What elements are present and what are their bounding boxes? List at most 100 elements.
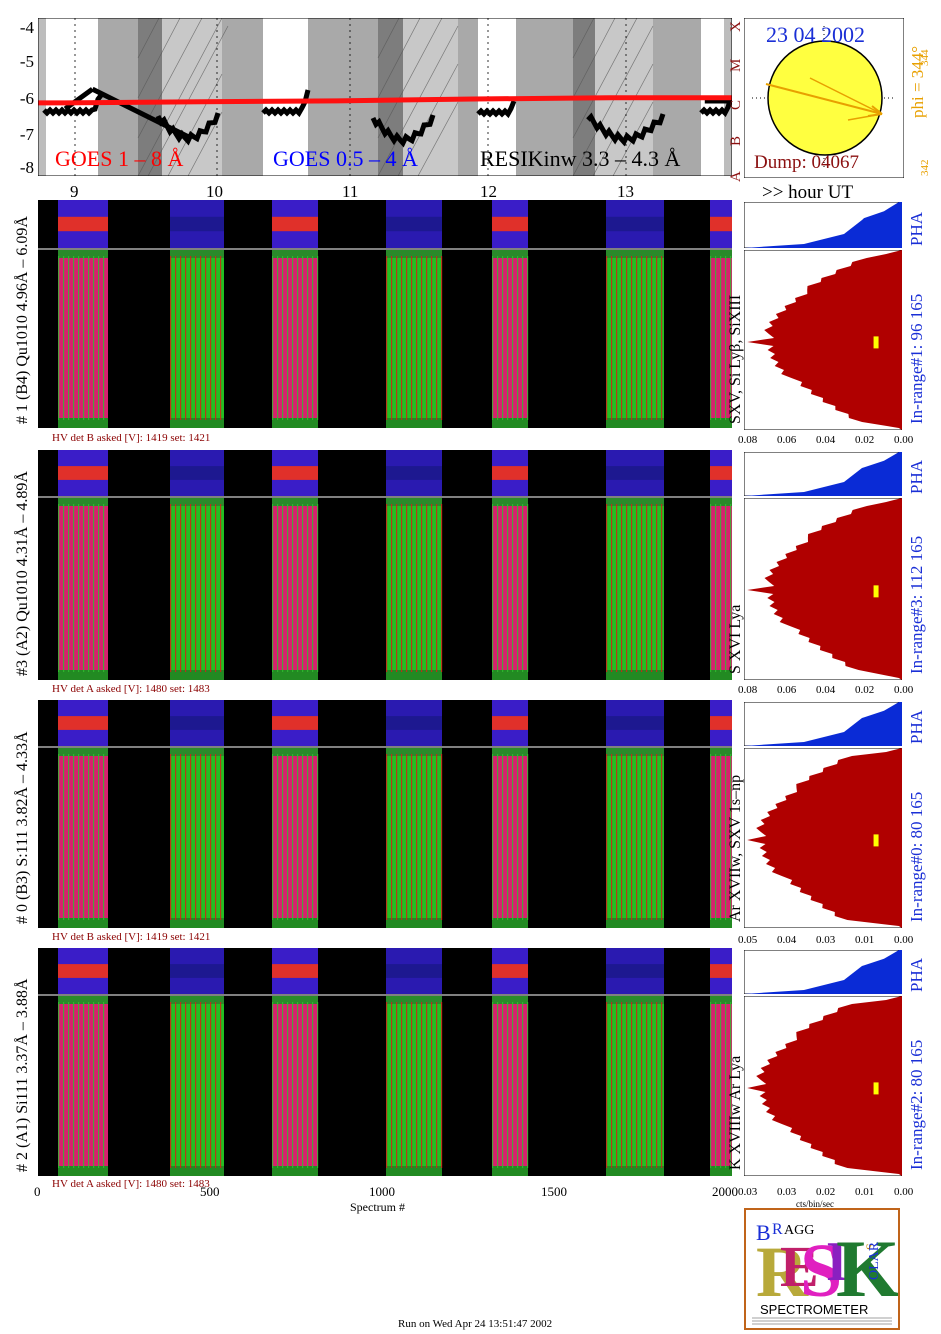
class-x-label: X (728, 21, 744, 32)
resik-series-segment (476, 100, 517, 119)
pha-label: PHA (907, 957, 926, 992)
svg-text:K: K (836, 1223, 898, 1314)
goes-ytick: -5 (19, 52, 34, 71)
spectrogram-image (38, 700, 740, 928)
goes-chart (37, 17, 734, 177)
class-a-label: A (728, 171, 744, 182)
svg-text:R: R (772, 1221, 783, 1238)
detector-label: #3 (A2) Qu1010 4.31Å – 4.89Å (14, 471, 31, 676)
line-identification: SXV, Si Lyβ, SiXIII (727, 294, 744, 424)
hist-tick: 0.05 (738, 934, 758, 946)
svg-text:R: R (756, 1232, 809, 1312)
pha-histogram (743, 201, 903, 249)
in-range-marker (873, 585, 879, 598)
goes-ytick: -6 (19, 89, 34, 108)
hist-tick: 0.03 (738, 1186, 758, 1198)
hist-tick: 0.01 (855, 934, 875, 946)
resik-series-segment (370, 114, 436, 148)
line-identification: K XVIIIw Ar Lya (727, 1055, 744, 1170)
svg-text:B: B (756, 1220, 771, 1245)
detector-panel (38, 700, 740, 928)
line-identification: Ar XVIIw, SXV 1s–np (727, 774, 744, 922)
hist-tick: 0.04 (816, 434, 836, 446)
sun-date: 23 04 2002 (766, 22, 865, 47)
in-range-label: In-range#0: 80 165 (907, 791, 926, 922)
counts-histogram (743, 249, 903, 431)
hour-label: 10 (206, 182, 223, 201)
in-range-marker (873, 1082, 879, 1095)
spectrum-axis-title: Spectrum # (350, 1200, 405, 1214)
detector-label: # 1 (B4) Qu1010 4.96Å – 6.09Å (14, 216, 31, 424)
hist-tick: 0.08 (738, 434, 758, 446)
pha-histogram-area (744, 950, 902, 994)
pha-histogram (743, 949, 903, 995)
hist-tick: 0.06 (777, 684, 797, 696)
hist-tick: 0.02 (816, 1186, 836, 1198)
in-range-marker (873, 834, 879, 847)
logo-caption: SPECTROMETER (760, 1302, 869, 1317)
counts-histogram-area (747, 250, 902, 430)
hist-tick: 0.00 (894, 684, 914, 696)
resik-flux-curve (42, 86, 734, 148)
counts-histogram-area (747, 498, 902, 680)
line-identification: S XVI Lya (727, 604, 744, 674)
detector-panel (38, 948, 740, 1176)
goes-label-black: RESIKinw 3.3 – 4.3 Å (480, 146, 681, 171)
hist-tick: 0.00 (894, 434, 914, 446)
goes-ytick: -8 (19, 158, 34, 177)
hist-tick: 0.03 (816, 934, 836, 946)
detector-label: # 0 (B3) S:111 3.82Å – 4.33Å (14, 731, 31, 924)
detector-panel (38, 200, 740, 428)
in-range-label: In-range#3: 112 165 (907, 535, 926, 674)
resik-series-segment (63, 87, 94, 111)
counts-histogram-area (747, 996, 902, 1176)
hist-tick: 0.00 (894, 1186, 914, 1198)
hour-label: 13 (617, 182, 634, 201)
sun-disk-plot (743, 17, 905, 179)
spectrum-tick: 2000 (712, 1184, 738, 1199)
hist-axis-title: cts/bin/sec (796, 1199, 834, 1209)
logo-graphic: R E S I K B R AGG S OLAR (752, 1220, 898, 1325)
resik-series-segment (261, 89, 311, 118)
svg-text:S: S (800, 1229, 842, 1313)
resik-series-segment (586, 112, 666, 147)
in-range-label: In-range#2: 80 165 (907, 1039, 926, 1170)
goes-plot (37, 17, 734, 177)
goes-series-line (37, 95, 733, 106)
hv-status: HV det B asked [V]: 1419 set: 1421 (52, 432, 211, 444)
hist-tick: 0.06 (777, 434, 797, 446)
goes-ytick: -7 (19, 125, 34, 144)
spectrogram-image (38, 450, 740, 680)
dump-number: Dump: 04067 (754, 152, 860, 173)
goes-ytick: -4 (19, 18, 34, 37)
hv-status: HV det A asked [V]: 1480 set: 1483 (52, 1178, 210, 1190)
class-b-label: B (728, 135, 744, 146)
svg-text:S: S (863, 1243, 877, 1250)
spectrum-tick: 500 (200, 1184, 220, 1199)
run-timestamp: Run on Wed Apr 24 13:51:47 2002 (398, 1318, 553, 1330)
spectrum-tick: 1000 (369, 1184, 395, 1199)
spectrogram-image (38, 200, 740, 428)
hist-tick: 0.02 (855, 434, 875, 446)
hist-tick: 0.04 (816, 684, 836, 696)
phi-bottom-value: 342 (919, 159, 931, 177)
hist-tick: 0.04 (777, 934, 797, 946)
hist-tick: 0.08 (738, 684, 758, 696)
counts-histogram (743, 497, 903, 681)
svg-text:OLAR: OLAR (867, 1241, 882, 1280)
sun-disk (767, 40, 883, 156)
class-c-label: C (728, 99, 744, 110)
phi-top-value: 344 (919, 49, 931, 67)
hv-status: HV det B asked [V]: 1419 set: 1421 (52, 931, 211, 943)
goes-label-red: GOES 1 – 8 Å (55, 146, 184, 171)
hist-tick: 0.01 (855, 1186, 875, 1198)
goes-class-axis: X M C B A (728, 10, 744, 182)
spectrum-tick: 1500 (541, 1184, 567, 1199)
svg-text:I: I (826, 1231, 848, 1293)
spectrogram-image (38, 948, 740, 1176)
orbit-line (765, 83, 883, 115)
hist-tick: 0.02 (855, 684, 875, 696)
class-m-label: M (728, 58, 744, 72)
sun-panel: 23 04 2002 Dump: 04067 (743, 17, 905, 179)
